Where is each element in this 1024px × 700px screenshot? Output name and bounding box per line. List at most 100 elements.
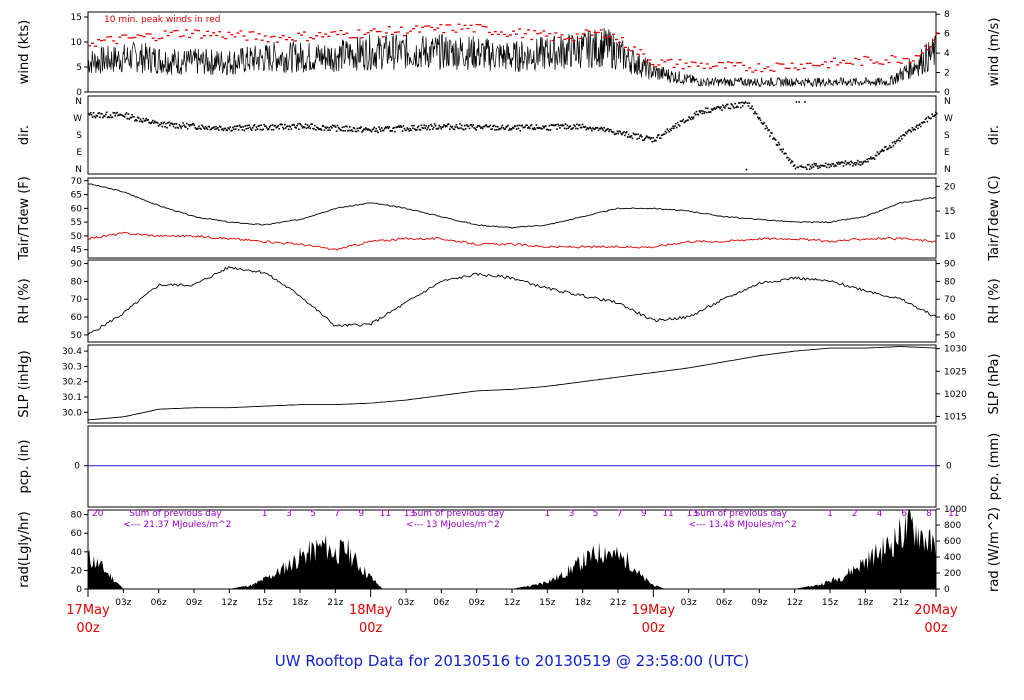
- wind-direction-point: [836, 161, 838, 164]
- wind-direction-point: [224, 127, 227, 130]
- wind-direction-point: [738, 102, 740, 104]
- peak-wind-mark: [306, 40, 310, 42]
- peak-wind-mark: [890, 55, 894, 57]
- wind-direction-point: [274, 124, 277, 127]
- peak-wind-mark: [194, 29, 197, 31]
- wind-direction-point: [568, 126, 571, 128]
- peak-wind-mark: [242, 35, 246, 37]
- wind-direction-point: [442, 126, 444, 128]
- wind-direction-point: [114, 114, 116, 117]
- peak-wind-mark: [257, 33, 261, 35]
- peak-wind-mark: [115, 42, 119, 45]
- wind-direction-point: [303, 126, 306, 129]
- wind-direction-point: [710, 108, 713, 110]
- wind-direction-point: [457, 127, 459, 130]
- peak-wind-mark: [445, 24, 449, 26]
- wind-direction-point: [232, 126, 234, 129]
- peak-wind-mark: [351, 37, 355, 39]
- wind-direction-point: [729, 107, 732, 110]
- peak-wind-mark: [536, 33, 540, 35]
- wind-direction-point: [644, 137, 647, 139]
- date-label: 18May: [349, 603, 393, 618]
- wind-direction-point: [785, 152, 787, 155]
- peak-wind-mark: [284, 39, 288, 41]
- wind-direction-point: [767, 129, 769, 132]
- wind-direction-point: [184, 125, 186, 128]
- wind-direction-point: [570, 128, 572, 130]
- peak-wind-mark: [533, 30, 537, 32]
- wind-direction-point: [922, 121, 925, 123]
- wind-direction-point: [480, 126, 483, 129]
- wind-direction-point: [322, 125, 325, 127]
- wind-direction-point: [164, 126, 166, 128]
- wind-direction-point: [610, 129, 612, 131]
- peak-wind-mark: [451, 29, 455, 32]
- wind-direction-point: [843, 162, 846, 164]
- wind-direction-point: [209, 128, 212, 131]
- wind-direction-point: [692, 116, 695, 119]
- wind-direction-point: [704, 111, 706, 113]
- wind-direction-point: [858, 161, 861, 163]
- peak-wind-mark: [745, 69, 749, 72]
- peak-wind-mark: [230, 34, 234, 36]
- wind-direction-point: [127, 113, 130, 115]
- wind-direction-point: [834, 164, 836, 166]
- peak-wind-mark: [221, 36, 225, 38]
- wind-direction-point: [871, 158, 873, 160]
- wind-direction-point: [870, 156, 872, 158]
- wind-direction-point: [769, 135, 771, 137]
- wind-direction-point: [574, 125, 576, 127]
- peak-wind-mark: [139, 35, 143, 37]
- wind-direction-point: [153, 122, 155, 124]
- wind-direction-point: [219, 126, 222, 128]
- wind-direction-point: [475, 129, 477, 131]
- wind-direction-point: [696, 113, 699, 116]
- wind-direction-point: [493, 124, 495, 127]
- peak-wind-mark: [430, 26, 434, 28]
- peak-wind-mark: [390, 33, 394, 35]
- wind-direction-point: [264, 125, 266, 128]
- wind-direction-point: [882, 150, 884, 152]
- wind-direction-point: [723, 106, 725, 108]
- wind-direction-point: [647, 137, 650, 139]
- wind-direction-point: [713, 107, 716, 109]
- wind-direction-point: [566, 124, 569, 127]
- wind-direction-point: [206, 128, 209, 131]
- wind-direction-point: [622, 132, 624, 134]
- wind-direction-point: [472, 124, 474, 126]
- wind-direction-point: [398, 125, 400, 127]
- wind-direction-point: [107, 116, 110, 118]
- peak-wind-mark: [324, 33, 328, 35]
- peak-wind-mark: [796, 69, 800, 71]
- wind-direction-point: [291, 124, 294, 126]
- wind-direction-point: [571, 127, 573, 130]
- wind-direction-point: [802, 166, 804, 168]
- wind-direction-point: [409, 127, 411, 130]
- wind-direction-point: [240, 126, 243, 129]
- slp-left-tick-label: 30.0: [62, 408, 82, 418]
- slp-panel-frame: [87, 344, 937, 424]
- rh-left-label: RH (%): [17, 278, 32, 323]
- wind-direction-point: [611, 131, 614, 133]
- peak-wind-mark: [303, 31, 306, 33]
- wind-direction-point: [429, 128, 431, 131]
- peak-wind-mark: [842, 59, 846, 62]
- wind-direction-point: [394, 130, 396, 133]
- wind-direction-point: [312, 127, 314, 130]
- wind-direction-point: [413, 124, 415, 127]
- wind-direction-point: [94, 116, 97, 119]
- peak-wind-mark: [227, 31, 231, 33]
- peak-wind-mark: [551, 39, 555, 42]
- wind-direction-point: [652, 137, 654, 139]
- wind-speed-line: [87, 27, 937, 88]
- wind-direction-point: [627, 136, 629, 138]
- rad-sum-label: Sum of previous day: [695, 509, 788, 519]
- wind-direction-point: [466, 125, 469, 127]
- wind-direction-point: [651, 140, 653, 143]
- peak-wind-mark: [857, 58, 861, 61]
- wind-direction-point: [603, 127, 605, 129]
- peak-wind-mark: [814, 64, 818, 67]
- rh-left-tick-label: 50: [71, 331, 83, 341]
- wind-direction-point: [717, 106, 719, 108]
- wind-direction-point: [881, 148, 883, 151]
